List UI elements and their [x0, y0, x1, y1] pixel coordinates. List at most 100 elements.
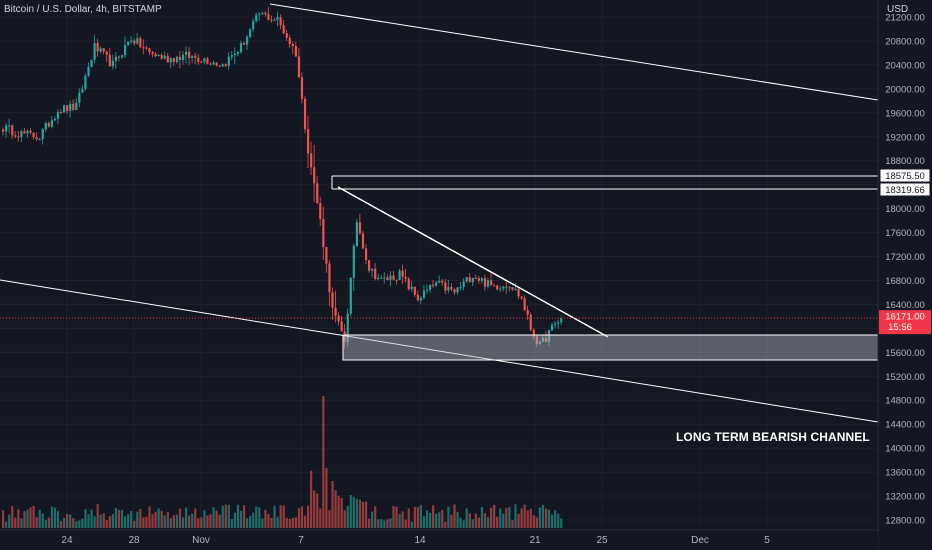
level-tag-1-box — [879, 168, 931, 183]
candle-body — [105, 51, 108, 55]
candle-body — [334, 307, 337, 316]
volume-bar — [120, 509, 124, 528]
x-tick-label: 28 — [128, 535, 140, 546]
y-tick-label: 20800.00 — [885, 36, 925, 47]
candle-body — [322, 218, 325, 248]
volume-bar — [319, 508, 322, 528]
volume-bar — [358, 499, 362, 528]
candle-body — [435, 282, 438, 286]
x-tick-label: Dec — [691, 535, 709, 546]
descending-trendline[interactable] — [337, 186, 609, 338]
volume-bar — [514, 504, 517, 528]
volume-bar — [5, 521, 8, 528]
candle-body — [526, 310, 529, 315]
x-tick-label: 21 — [529, 535, 541, 546]
volume-bar — [456, 511, 459, 528]
candle-body — [389, 275, 392, 280]
volume-bar — [38, 509, 41, 528]
volume-bar — [364, 501, 368, 528]
volume-bar — [11, 505, 14, 528]
candle-body — [419, 297, 423, 301]
volume-bar — [142, 517, 145, 528]
volume-bar — [133, 520, 136, 528]
volume-bar — [56, 511, 60, 528]
candle-body — [218, 65, 221, 67]
candle-body — [252, 21, 255, 30]
candle-body — [142, 47, 145, 49]
volume-bar — [20, 518, 23, 528]
volume-bar — [444, 521, 447, 528]
volume-bar — [340, 498, 343, 528]
y-tick-label: 15600.00 — [885, 348, 925, 359]
y-tick-label: 17200.00 — [885, 252, 925, 263]
volume-bar — [59, 521, 63, 528]
volume-bar — [361, 502, 365, 528]
price-axis[interactable]: 12800.00 13200.00 13600.00 14000.00 14400.00… — [885, 13, 925, 527]
candle-body — [249, 29, 252, 37]
x-tick-label: 24 — [61, 535, 73, 546]
volume-bar — [2, 510, 5, 528]
y-tick-label: 18800.00 — [885, 156, 925, 167]
candle-body — [343, 331, 346, 342]
candle-body — [395, 279, 398, 281]
volume-bar — [441, 509, 444, 528]
candle-body — [154, 53, 157, 57]
volume-bar — [267, 513, 270, 528]
time-axis-background — [0, 530, 878, 550]
volume-bar — [371, 511, 374, 528]
candle-body — [59, 112, 63, 114]
volume-bar — [285, 517, 288, 528]
volume-bar — [14, 517, 17, 528]
candle-body — [462, 281, 465, 287]
candle-body — [145, 47, 148, 49]
candle-body — [169, 58, 172, 63]
volume-bar — [560, 518, 563, 528]
trend-drawings[interactable] — [0, 3, 879, 423]
candle-body — [364, 248, 368, 261]
candle-body — [160, 54, 163, 59]
candle-body — [288, 37, 291, 44]
volume-bar — [233, 512, 236, 528]
candle-body — [44, 123, 47, 130]
candle-body — [493, 285, 496, 287]
volume-bar — [242, 505, 246, 528]
time-axis[interactable]: 24 28 Nov 7 14 21 25 Dec 5 — [61, 535, 770, 546]
volume-bar — [520, 508, 523, 528]
volume-bar — [398, 514, 401, 528]
channel-annotation[interactable]: LONG TERM BEARISH CHANNEL — [676, 430, 870, 444]
volume-bar — [215, 510, 218, 528]
candle-body — [560, 318, 563, 323]
symbol-title[interactable]: Bitcoin / U.S. Dollar, 4h, BITSTAMP — [4, 4, 162, 15]
candle-body — [538, 341, 541, 345]
candle-body — [127, 41, 130, 46]
candle-body — [294, 46, 297, 57]
channel-upper-line[interactable] — [269, 3, 879, 101]
candle-body — [444, 282, 447, 291]
volume-bar — [50, 506, 53, 528]
candle-body — [102, 48, 105, 52]
candle-body — [328, 263, 331, 293]
channel-lower-line[interactable] — [0, 279, 879, 423]
candle-body — [361, 233, 365, 249]
candle-body — [523, 298, 526, 311]
volume-bar — [90, 509, 93, 528]
volume-bar — [246, 518, 249, 528]
support-zone-box[interactable] — [342, 334, 879, 361]
candle-body — [215, 62, 218, 66]
price-tags: 18575.50 18319.66 16171.00 15:56 — [879, 168, 931, 335]
volume-bar — [416, 507, 419, 528]
candle-body — [505, 286, 508, 288]
volume-bar — [252, 512, 255, 528]
volume-bar — [526, 510, 529, 528]
x-tick-label: 25 — [596, 535, 608, 546]
candle-body — [258, 13, 261, 15]
volume-bar — [401, 511, 404, 528]
volume-bar — [529, 508, 532, 528]
candle-body — [514, 288, 517, 290]
candle-body — [93, 43, 96, 60]
volume-bar — [392, 505, 395, 528]
y-tick-label: 12800.00 — [885, 516, 925, 527]
volume-bar — [474, 513, 477, 528]
candle-body — [188, 51, 191, 59]
